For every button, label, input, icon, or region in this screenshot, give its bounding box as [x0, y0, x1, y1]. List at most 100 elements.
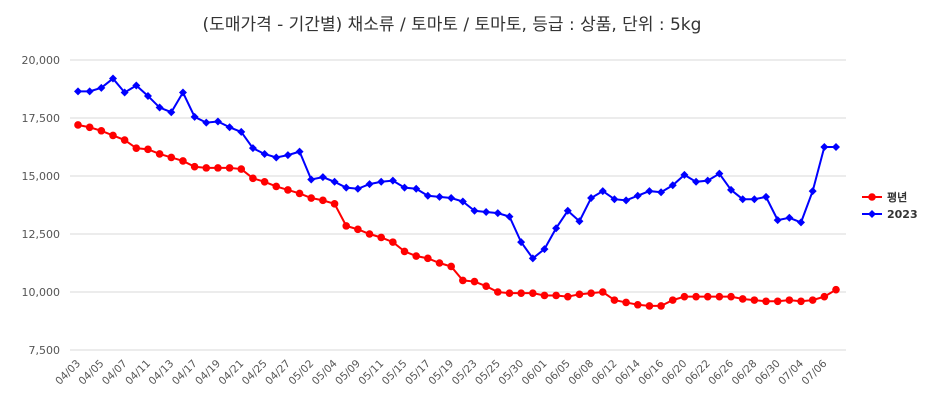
- x-tick-label: 05/15: [380, 358, 410, 388]
- data-point: [202, 118, 211, 127]
- data-point: [563, 292, 572, 301]
- data-point: [120, 88, 129, 97]
- x-axis-ticks: 04/0304/0504/0704/1104/1304/1704/1904/21…: [53, 357, 829, 387]
- data-point: [354, 225, 362, 234]
- x-tick-label: 06/22: [683, 358, 713, 388]
- data-point: [715, 169, 724, 178]
- data-point: [598, 187, 607, 196]
- data-point: [319, 196, 327, 205]
- y-tick-label: 12,500: [22, 228, 61, 241]
- data-point: [342, 222, 351, 230]
- data-point: [505, 212, 514, 221]
- y-axis-ticks: 7,500 10,000 12,500 15,000 17,500 20,000: [22, 54, 61, 357]
- data-point: [85, 87, 94, 96]
- x-tick-label: 04/07: [100, 358, 130, 388]
- x-tick-label: 05/30: [496, 358, 526, 388]
- data-point: [587, 289, 595, 297]
- data-point: [820, 292, 829, 301]
- data-point: [762, 192, 771, 201]
- x-tick-label: 04/13: [147, 358, 177, 388]
- data-point: [109, 131, 117, 140]
- data-point: [482, 207, 491, 216]
- x-tick-label: 04/21: [216, 358, 246, 388]
- x-tick-label: 05/04: [310, 357, 340, 387]
- data-point: [400, 247, 409, 256]
- data-point: [645, 302, 654, 310]
- data-point: [248, 144, 257, 153]
- data-point: [143, 91, 152, 100]
- legend-marker: [868, 210, 876, 218]
- data-point: [214, 164, 222, 172]
- x-tick-label: 06/26: [706, 357, 736, 387]
- data-point: [202, 164, 211, 172]
- data-point: [435, 259, 444, 267]
- data-point: [190, 112, 199, 121]
- data-point: [528, 254, 537, 263]
- data-point: [377, 177, 386, 186]
- x-tick-label: 06/16: [636, 357, 666, 387]
- x-tick-label: 04/05: [77, 358, 107, 388]
- data-point: [762, 297, 770, 306]
- data-point: [657, 188, 666, 197]
- legend-label: 2023: [887, 208, 918, 221]
- data-point: [155, 150, 164, 158]
- data-point: [85, 123, 94, 132]
- data-point: [423, 191, 432, 200]
- data-point: [610, 296, 619, 304]
- x-tick-label: 06/20: [660, 358, 690, 388]
- data-point: [832, 143, 840, 151]
- data-point: [657, 302, 665, 310]
- data-point: [330, 200, 339, 208]
- data-point: [797, 297, 805, 306]
- data-point: [132, 144, 141, 152]
- data-point: [237, 127, 246, 136]
- data-point: [820, 143, 829, 151]
- data-point: [633, 191, 642, 200]
- data-point: [727, 292, 735, 301]
- data-point: [155, 103, 164, 112]
- data-point: [703, 292, 712, 301]
- x-tick-label: 05/17: [403, 358, 433, 388]
- data-point: [692, 292, 700, 301]
- data-point: [563, 206, 572, 215]
- data-point: [470, 277, 479, 286]
- data-point: [225, 123, 234, 132]
- data-point: [295, 147, 304, 156]
- data-point: [190, 162, 199, 171]
- y-tick-label: 20,000: [22, 54, 61, 67]
- data-point: [237, 165, 246, 173]
- legend-marker: [868, 193, 876, 201]
- x-tick-label: 04/27: [263, 358, 293, 388]
- data-point: [342, 183, 351, 192]
- data-point: [633, 300, 642, 309]
- legend-item: 평년: [862, 190, 907, 204]
- data-point: [178, 88, 187, 97]
- x-tick-label: 04/11: [123, 358, 153, 388]
- data-point: [598, 288, 607, 296]
- x-tick-label: 06/05: [543, 358, 573, 388]
- data-point: [272, 182, 281, 191]
- x-tick-label: 07/04: [776, 357, 806, 387]
- x-tick-label: 05/09: [333, 358, 363, 388]
- data-point: [587, 194, 596, 203]
- data-point: [540, 245, 549, 254]
- data-point: [458, 197, 467, 206]
- data-point: [365, 180, 374, 189]
- x-tick-label: 06/14: [613, 357, 643, 387]
- data-point: [797, 218, 806, 227]
- data-point: [377, 233, 386, 242]
- data-point: [482, 282, 490, 291]
- data-point: [785, 296, 794, 304]
- data-point: [575, 290, 584, 299]
- data-point: [167, 108, 176, 117]
- data-point: [715, 292, 724, 301]
- data-point: [167, 153, 176, 162]
- x-tick-label: 06/28: [730, 358, 760, 388]
- x-tick-label: 04/03: [53, 358, 83, 388]
- data-point: [738, 295, 747, 303]
- data-point: [808, 296, 817, 304]
- legend-label: 평년: [887, 190, 907, 204]
- data-point: [703, 176, 712, 185]
- data-point: [108, 74, 117, 83]
- x-tick-label: 06/30: [753, 358, 783, 388]
